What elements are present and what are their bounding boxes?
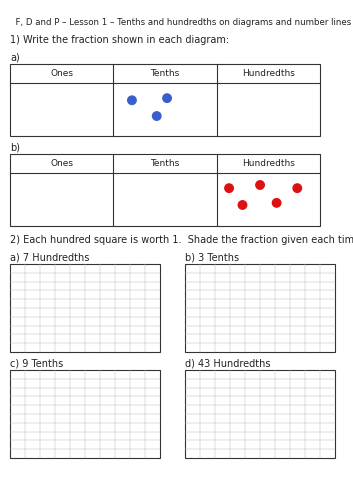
- Text: a) 7 Hundredths: a) 7 Hundredths: [10, 252, 89, 262]
- Ellipse shape: [163, 94, 171, 102]
- Ellipse shape: [293, 184, 301, 192]
- Bar: [10, 64, 320, 136]
- Text: Tenths: Tenths: [150, 159, 180, 168]
- Text: Ones: Ones: [50, 159, 73, 168]
- Ellipse shape: [238, 200, 247, 209]
- Ellipse shape: [256, 181, 264, 189]
- Ellipse shape: [152, 112, 161, 120]
- Bar: [10, 154, 320, 226]
- Bar: [185, 370, 335, 458]
- Text: 1) Write the fraction shown in each diagram:: 1) Write the fraction shown in each diag…: [10, 35, 229, 45]
- Text: F, D and P – Lesson 1 – Tenths and hundredths on diagrams and number lines: F, D and P – Lesson 1 – Tenths and hundr…: [10, 18, 351, 27]
- Bar: [10, 370, 160, 458]
- Text: 2) Each hundred square is worth 1.  Shade the fraction given each time: 2) Each hundred square is worth 1. Shade…: [10, 235, 353, 245]
- Text: c) 9 Tenths: c) 9 Tenths: [10, 358, 63, 368]
- Bar: [10, 264, 160, 352]
- Text: b) 3 Tenths: b) 3 Tenths: [185, 252, 239, 262]
- Text: Hundredths: Hundredths: [242, 69, 295, 78]
- Text: d) 43 Hundredths: d) 43 Hundredths: [185, 358, 270, 368]
- Text: Ones: Ones: [50, 69, 73, 78]
- Ellipse shape: [128, 96, 136, 104]
- Ellipse shape: [225, 184, 233, 192]
- Ellipse shape: [273, 198, 281, 207]
- Bar: [185, 264, 335, 352]
- Text: b): b): [10, 142, 20, 152]
- Text: Tenths: Tenths: [150, 69, 180, 78]
- Text: Hundredths: Hundredths: [242, 159, 295, 168]
- Text: a): a): [10, 52, 20, 62]
